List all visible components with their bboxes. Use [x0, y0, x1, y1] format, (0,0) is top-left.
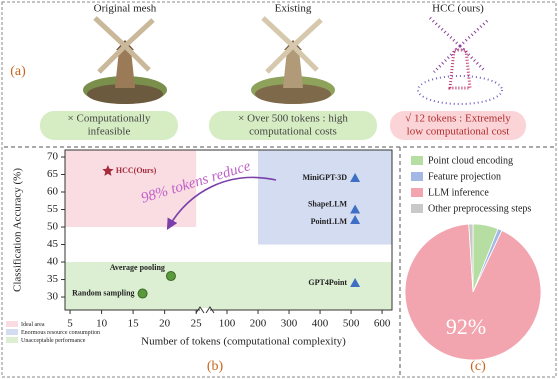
caption-box	[40, 111, 178, 140]
caption-box	[390, 111, 526, 140]
legend-label: Enormous resource consumption	[21, 330, 100, 336]
legend-label: LLM inference	[428, 187, 489, 198]
panel-label: (b)	[207, 359, 224, 374]
axis-break	[195, 306, 215, 314]
slice-label: 92%	[446, 314, 486, 339]
caption-line: × Over 500 tokens : high	[238, 113, 348, 125]
image-title: HCC (ours)	[432, 3, 484, 15]
annotation-arrow	[166, 176, 277, 230]
x-tick-label: 200	[250, 318, 267, 330]
point	[165, 271, 176, 282]
caption-line: × Computationally	[68, 113, 151, 125]
legend-label: Ideal area	[21, 322, 45, 328]
region	[258, 150, 392, 245]
hcc-image	[417, 16, 503, 105]
legend-label: Feature projection	[428, 171, 501, 182]
existing-image	[251, 16, 335, 104]
y-tick-label: 60	[47, 186, 59, 198]
point	[350, 278, 361, 288]
y-tick-label: 35	[47, 273, 59, 285]
legend-label: Other preprocessing steps	[428, 203, 531, 214]
point-label: Average pooling	[110, 263, 165, 272]
caption-line: computational costs	[249, 126, 337, 138]
legend-swatch	[6, 321, 18, 327]
x-tick-label: 20	[159, 318, 171, 330]
image-title: Existing	[275, 3, 312, 15]
y-tick-label: 40	[47, 256, 59, 268]
x-tick-label: 100	[219, 318, 236, 330]
legend-swatch	[411, 204, 423, 213]
x-tick-label: 600	[374, 318, 391, 330]
legend-swatch	[411, 156, 423, 165]
y-tick-label: 55	[47, 203, 59, 215]
point	[350, 204, 361, 214]
image-title: Original mesh	[94, 3, 157, 15]
pie-slice	[468, 223, 474, 293]
y-tick-label: 45	[47, 238, 59, 250]
caption-box	[209, 111, 377, 140]
x-tick-label: 25	[191, 318, 203, 330]
mesh-image	[83, 16, 167, 104]
point	[137, 288, 148, 299]
point	[102, 165, 114, 176]
caption-line: low computational cost	[407, 126, 510, 138]
x-tick-label: 400	[312, 318, 329, 330]
x-tick-label: 15	[128, 318, 140, 330]
y-tick-label: 65	[47, 168, 59, 180]
region	[65, 262, 392, 310]
point-label: PointLLM	[311, 217, 348, 226]
pie-slice	[404, 223, 542, 361]
x-tick-label: 5	[67, 318, 73, 330]
axis-break-gap	[200, 308, 210, 312]
x-tick-label: 500	[343, 318, 360, 330]
legend-swatch	[6, 329, 18, 335]
plot-frame	[64, 149, 393, 311]
legend-label: Unacceptable performance	[21, 337, 86, 344]
y-tick-label: 50	[47, 221, 59, 233]
legend-swatch	[411, 188, 423, 197]
point-label: ShapeLLM	[308, 199, 348, 208]
y-axis-label: Classification Accuracy (%)	[12, 168, 24, 292]
x-axis-label: Number of tokens (computational complexi…	[141, 336, 346, 348]
x-tick-label: 10	[96, 318, 108, 330]
region	[65, 150, 197, 228]
legend-swatch	[411, 172, 423, 181]
legend-swatch	[6, 337, 18, 343]
legend-label: Point cloud encoding	[428, 155, 513, 166]
y-tick-label: 30	[47, 291, 59, 303]
x-tick-label: 300	[281, 318, 298, 330]
caption-line: infeasible	[88, 126, 131, 138]
point-label: MiniGPT-3D	[302, 173, 347, 182]
point-label: GPT4Point	[308, 278, 347, 287]
panel-label: (c)	[470, 359, 486, 374]
point	[350, 215, 361, 225]
caption-line: √ 12 tokens : Extremely	[405, 113, 511, 125]
point-label: HCC(Ours)	[116, 166, 157, 175]
y-tick-label: 70	[47, 151, 59, 163]
point-label: Random sampling	[72, 288, 134, 297]
point	[350, 173, 361, 183]
panel-label: (a)	[10, 64, 26, 79]
